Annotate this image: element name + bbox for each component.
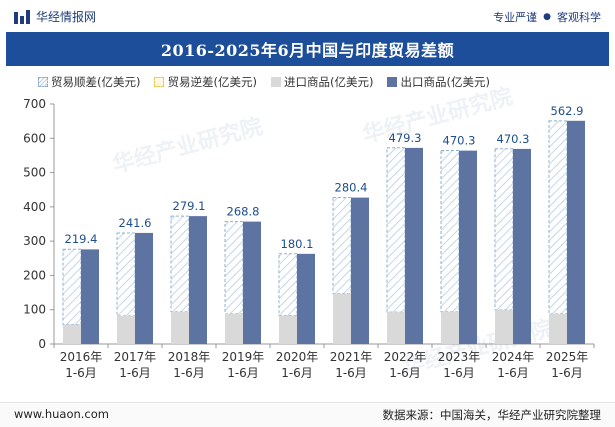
data-label-surplus: 279.1 xyxy=(173,199,206,213)
bar-import xyxy=(441,311,459,344)
bar-layer xyxy=(62,120,585,344)
bar-import xyxy=(171,311,189,344)
x-tick-label-year: 2017年 xyxy=(114,350,157,364)
bar-import xyxy=(495,310,513,344)
bar-export xyxy=(459,150,477,344)
legend-swatch-export xyxy=(387,77,398,87)
site-url: www.huaon.com xyxy=(14,407,109,421)
top-bar: 华经情报网 专业严谨 ● 客观科学 xyxy=(0,0,615,32)
brand: 华经情报网 xyxy=(14,8,96,25)
brand-logo-icon xyxy=(14,9,30,24)
x-tick-label-period: 1-6月 xyxy=(497,366,529,380)
bar-import xyxy=(279,315,297,344)
bullet-icon: ● xyxy=(543,12,551,22)
x-tick-label-period: 1-6月 xyxy=(173,366,205,380)
data-label-surplus: 268.8 xyxy=(227,205,260,219)
label-layer: 219.4 241.6 279.1 268.8 180.1 280.4 479.3 470.3… xyxy=(65,104,584,251)
bar-export xyxy=(405,147,423,344)
bar-surplus xyxy=(494,148,514,311)
legend-item-deficit: 贸易逆差(亿美元) xyxy=(154,74,257,90)
data-label-surplus: 180.1 xyxy=(281,237,314,251)
legend-swatch-import xyxy=(270,77,281,87)
x-tick-label-year: 2021年 xyxy=(330,350,373,364)
y-tick-label: 400 xyxy=(23,200,46,214)
title-bar: 2016-2025年6月中国与印度贸易差额 xyxy=(6,32,609,66)
bar-export xyxy=(81,249,99,344)
bar-surplus xyxy=(548,120,568,315)
x-tick-label-period: 1-6月 xyxy=(65,366,97,380)
x-tick-label-period: 1-6月 xyxy=(443,366,475,380)
tagline-1: 专业严谨 xyxy=(493,11,538,24)
bar-export xyxy=(135,232,153,344)
x-tick-label-year: 2023年 xyxy=(438,350,481,364)
bar-surplus xyxy=(62,248,82,325)
bar-surplus xyxy=(440,150,460,313)
bar-import xyxy=(387,312,405,344)
x-tick-label-period: 1-6月 xyxy=(119,366,151,380)
legend-label-export: 出口商品(亿美元) xyxy=(400,75,490,89)
bar-surplus xyxy=(386,147,406,313)
bar-export xyxy=(297,253,315,344)
legend-swatch-surplus xyxy=(38,77,48,87)
bar-surplus xyxy=(278,253,298,317)
bar-export xyxy=(567,120,585,344)
y-tick-label: 700 xyxy=(23,97,46,111)
bar-import xyxy=(117,315,135,344)
legend-item-surplus: 贸易顺差(亿美元) xyxy=(38,74,140,90)
tagline: 专业严谨 ● 客观科学 xyxy=(493,9,601,25)
bar-export xyxy=(351,197,369,344)
data-label-surplus: 470.3 xyxy=(497,132,530,146)
legend-label-surplus: 贸易顺差(亿美元) xyxy=(51,75,141,89)
y-tick-label: 500 xyxy=(23,166,46,180)
data-label-surplus: 470.3 xyxy=(443,134,476,148)
data-label-surplus: 241.6 xyxy=(119,216,152,230)
x-tick-label-year: 2018年 xyxy=(168,350,211,364)
bar-surplus xyxy=(332,196,352,295)
x-tick-label-period: 1-6月 xyxy=(227,366,259,380)
bar-export xyxy=(243,221,261,344)
y-tick-label: 0 xyxy=(38,337,46,351)
x-tick-label-period: 1-6月 xyxy=(551,366,583,380)
chart-area: 0 100 200 300 400 500 600 700 2016年 1-6月 2017年 1-6月… xyxy=(23,97,595,380)
x-tick-label-period: 1-6月 xyxy=(335,366,367,380)
bar-import xyxy=(225,313,243,344)
chart-title: 2016-2025年6月中国与印度贸易差额 xyxy=(160,41,455,60)
legend: 贸易顺差(亿美元) 贸易逆差(亿美元) 进口商品(亿美元) 出口商品(亿美元) xyxy=(38,74,490,90)
bar-surplus xyxy=(116,232,136,317)
data-label-surplus: 479.3 xyxy=(389,131,422,145)
x-tick-label-year: 2025年 xyxy=(546,350,589,364)
data-label-surplus: 219.4 xyxy=(65,232,98,246)
legend-label-import: 进口商品(亿美元) xyxy=(283,75,374,89)
y-tick-label: 200 xyxy=(23,268,46,282)
x-tick-label-period: 1-6月 xyxy=(389,366,421,380)
bar-surplus xyxy=(170,215,190,313)
brand-name: 华经情报网 xyxy=(36,10,97,24)
x-tick-label-year: 2019年 xyxy=(222,350,265,364)
legend-swatch-deficit xyxy=(154,77,165,87)
bar-import xyxy=(63,324,81,344)
legend-item-import: 进口商品(亿美元) xyxy=(270,74,374,90)
bar-export xyxy=(189,216,207,344)
bar-import xyxy=(549,313,567,344)
y-tick-label: 300 xyxy=(23,234,46,248)
data-label-surplus: 280.4 xyxy=(335,180,368,194)
data-label-surplus: 562.9 xyxy=(551,104,584,118)
x-tick-label-year: 2016年 xyxy=(60,350,103,364)
x-tick-label-year: 2024年 xyxy=(492,350,535,364)
x-tick-label-year: 2022年 xyxy=(384,350,427,364)
bar-surplus xyxy=(224,221,244,315)
x-tick-label-period: 1-6月 xyxy=(281,366,313,380)
y-tick-label: 100 xyxy=(23,303,46,317)
legend-label-deficit: 贸易逆差(亿美元) xyxy=(167,75,257,89)
data-source: 数据来源：中国海关，华经产业研究院整理 xyxy=(382,408,602,422)
legend-item-export: 出口商品(亿美元) xyxy=(387,74,490,90)
tagline-2: 客观科学 xyxy=(557,11,601,24)
x-tick-label-year: 2020年 xyxy=(276,350,319,364)
footer: www.huaon.com 数据来源：中国海关，华经产业研究院整理 xyxy=(0,402,615,427)
bar-import xyxy=(333,293,351,344)
y-tick-label: 600 xyxy=(23,131,46,145)
bar-export xyxy=(513,148,531,344)
